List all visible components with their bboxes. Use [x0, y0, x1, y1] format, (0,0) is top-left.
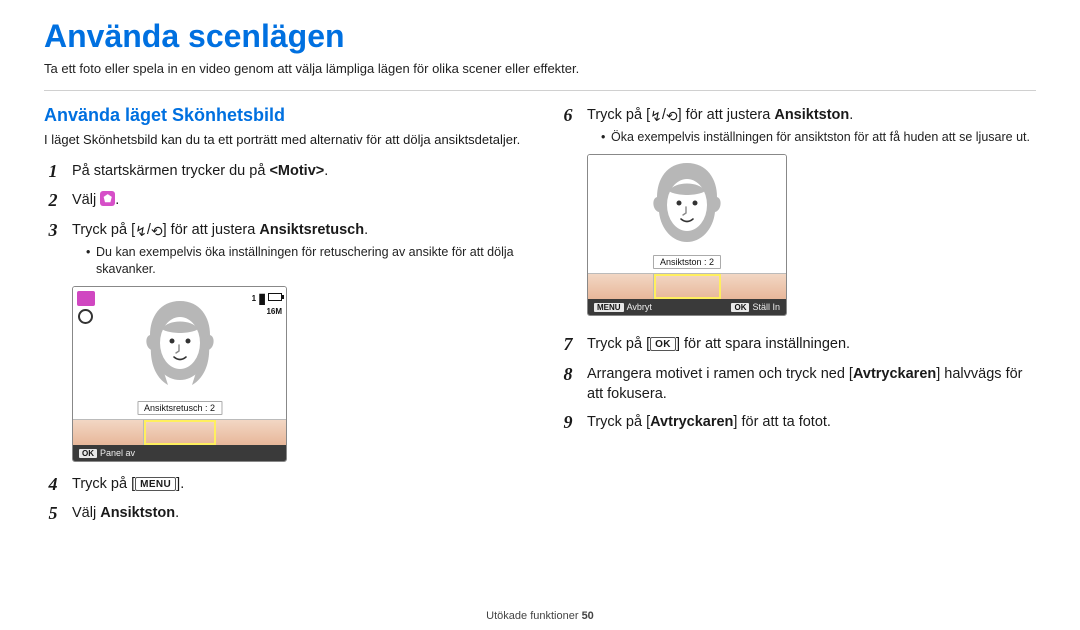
section-sub: I läget Skönhetsbild kan du ta ett portr… — [44, 131, 521, 149]
step-number: 9 — [559, 412, 577, 434]
thumb-1 — [73, 420, 144, 445]
step-3-text-b: ] för att justera — [163, 222, 260, 238]
beauty-mode-icon — [100, 191, 115, 206]
step-2: 2 Välj . — [44, 190, 521, 212]
step-6-bullet: Öka exempelvis inställningen för ansikts… — [601, 129, 1036, 146]
thumbnail-strip — [588, 273, 786, 299]
step-number: 8 — [559, 364, 577, 386]
step-3: 3 Tryck på [↯/⟲] för att justera Ansikts… — [44, 220, 521, 278]
step-6-bold: Ansiktston — [774, 107, 849, 123]
thumbnail-strip — [73, 419, 286, 445]
thumb-2 — [654, 274, 720, 299]
section-heading: Använda läget Skönhetsbild — [44, 105, 521, 126]
step-9: 9 Tryck på [Avtryckaren] för att ta foto… — [559, 412, 1036, 434]
left-column: Använda läget Skönhetsbild I läget Skönh… — [44, 105, 521, 533]
step-1-text-a: På startskärmen trycker du på — [72, 163, 269, 179]
right-column: 6 Tryck på [↯/⟲] för att justera Ansikts… — [559, 105, 1036, 533]
step-7: 7 Tryck på [OK] för att spara inställnin… — [559, 334, 1036, 356]
step-8-bold: Avtryckaren — [853, 366, 936, 382]
step-2-text-a: Välj — [72, 192, 100, 208]
sd-icon: ▮ — [258, 291, 266, 305]
step-4-text-b: ]. — [176, 476, 184, 492]
step-number: 1 — [44, 161, 62, 183]
ok-button-icon: OK — [650, 337, 676, 351]
divider — [44, 90, 1036, 91]
thumb-3 — [721, 274, 786, 299]
lcd-footer-right: Ställ In — [752, 302, 780, 312]
step-9-text-b: ] för att ta fotot. — [733, 414, 831, 430]
step-3-bullet: Du kan exempelvis öka inställningen för … — [86, 244, 521, 278]
step-4: 4 Tryck på [MENU]. — [44, 474, 521, 496]
step-number: 5 — [44, 503, 62, 525]
step-7-text-b: ] för att spara inställningen. — [676, 336, 850, 352]
footer-label: Utökade funktioner — [486, 610, 581, 622]
step-5-text-a: Välj — [72, 505, 100, 521]
page-footer: Utökade funktioner 50 — [0, 610, 1080, 622]
step-3-text-c: . — [364, 222, 368, 238]
step-1: 1 På startskärmen trycker du på <Motiv>. — [44, 161, 521, 183]
step-number: 2 — [44, 190, 62, 212]
lcd-footer: MENUAvbryt OKStäll In — [588, 299, 786, 315]
step-number: 7 — [559, 334, 577, 356]
face-illustration — [132, 295, 228, 395]
step-6-text-a: Tryck på [ — [587, 107, 650, 123]
step-5: 5 Välj Ansiktston. — [44, 503, 521, 525]
menu-button-icon: MENU — [135, 477, 176, 491]
step-number: 6 — [559, 105, 577, 127]
step-1-text-b: . — [324, 163, 328, 179]
step-7-text-a: Tryck på [ — [587, 336, 650, 352]
flash-icon: ↯ — [135, 224, 147, 238]
flash-icon: ↯ — [650, 109, 662, 123]
ok-key-icon: OK — [731, 303, 749, 312]
shots-remain: 1 — [252, 294, 256, 303]
lcd-footer-text: Panel av — [100, 448, 135, 458]
step-number: 4 — [44, 474, 62, 496]
ok-key-icon: OK — [79, 449, 97, 458]
lcd-overlay-label: Ansiktston : 2 — [653, 255, 721, 269]
battery-icon — [268, 293, 282, 301]
step-9-text-a: Tryck på [ — [587, 414, 650, 430]
step-2-text-b: . — [115, 192, 119, 208]
timer-icon: ⟲ — [151, 224, 163, 238]
menu-key-icon: MENU — [594, 303, 624, 312]
lcd-status: 1 ▮ 16M — [252, 291, 282, 316]
step-number: 3 — [44, 220, 62, 242]
step-8: 8 Arrangera motivet i ramen och tryck ne… — [559, 364, 1036, 405]
step-4-text-a: Tryck på [ — [72, 476, 135, 492]
timer-icon: ⟲ — [666, 109, 678, 123]
step-3-bold: Ansiktsretusch — [259, 222, 364, 238]
resolution: 16M — [252, 307, 282, 316]
lcd-footer-left: Avbryt — [627, 302, 652, 312]
step-6: 6 Tryck på [↯/⟲] för att justera Ansikts… — [559, 105, 1036, 146]
page-title: Använda scenlägen — [44, 18, 1036, 55]
footer-page: 50 — [582, 610, 594, 622]
step-1-bold: <Motiv> — [269, 163, 324, 179]
page-intro: Ta ett foto eller spela in en video geno… — [44, 61, 1036, 76]
step-6-text-b: ] för att justera — [678, 107, 775, 123]
face-illustration — [639, 157, 735, 257]
lcd-overlay-label: Ansiktsretusch : 2 — [137, 401, 222, 415]
thumb-1 — [588, 274, 654, 299]
metering-icon — [78, 309, 93, 324]
mode-badge-icon — [77, 291, 95, 306]
step-6-text-c: . — [849, 107, 853, 123]
thumb-3 — [216, 420, 286, 445]
step-8-text-a: Arrangera motivet i ramen och tryck ned … — [587, 366, 853, 382]
step-9-bold: Avtryckaren — [650, 414, 733, 430]
camera-preview-2: Ansiktston : 2 MENUAvbryt OKStäll In — [587, 154, 787, 316]
step-5-text-b: . — [175, 505, 179, 521]
camera-preview-1: 1 ▮ 16M Ansiktsretusch : 2 — [72, 286, 287, 462]
step-5-bold: Ansiktston — [100, 505, 175, 521]
thumb-2 — [144, 420, 215, 445]
lcd-footer: OKPanel av — [73, 445, 286, 461]
step-3-text-a: Tryck på [ — [72, 222, 135, 238]
